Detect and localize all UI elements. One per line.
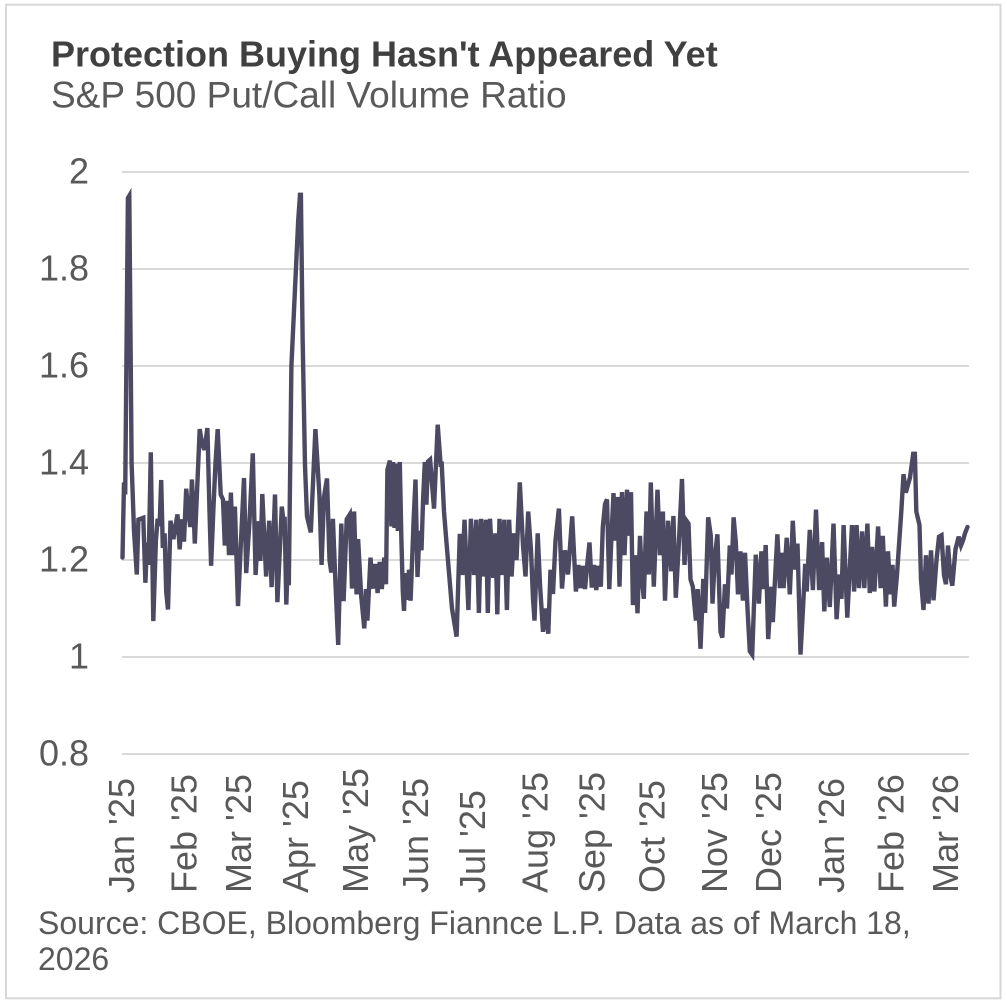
svg-text:2026: 2026 [38,941,109,977]
svg-text:2: 2 [69,151,89,192]
svg-text:Feb '26: Feb '26 [871,774,912,893]
svg-text:Jan '26: Jan '26 [811,778,852,893]
svg-text:Mar '26: Mar '26 [925,774,966,893]
svg-text:Jul '25: Jul '25 [452,790,493,893]
svg-text:1.4: 1.4 [39,442,89,483]
svg-text:1.8: 1.8 [39,248,89,289]
svg-text:1.6: 1.6 [39,345,89,386]
svg-text:May '25: May '25 [335,768,376,893]
svg-text:Oct '25: Oct '25 [631,780,672,893]
svg-text:Aug '25: Aug '25 [514,772,555,893]
svg-text:Mar '25: Mar '25 [218,774,259,893]
svg-text:Apr '25: Apr '25 [275,780,316,893]
svg-text:S&P 500 Put/Call Volume Ratio: S&P 500 Put/Call Volume Ratio [51,75,567,116]
svg-text:Source: CBOE, Bloomberg Fiannc: Source: CBOE, Bloomberg Fiannce L.P. Dat… [38,905,911,941]
svg-text:0.8: 0.8 [39,733,89,774]
svg-text:Jan '25: Jan '25 [101,778,142,893]
svg-text:Nov '25: Nov '25 [694,772,735,893]
svg-text:Feb '25: Feb '25 [164,774,205,893]
svg-text:1.2: 1.2 [39,539,89,580]
svg-text:Sep '25: Sep '25 [572,772,613,893]
svg-text:Jun '25: Jun '25 [395,778,436,893]
svg-text:Dec '25: Dec '25 [748,772,789,893]
svg-text:Protection Buying Hasn't Appea: Protection Buying Hasn't Appeared Yet [51,34,718,75]
svg-text:1: 1 [69,636,89,677]
